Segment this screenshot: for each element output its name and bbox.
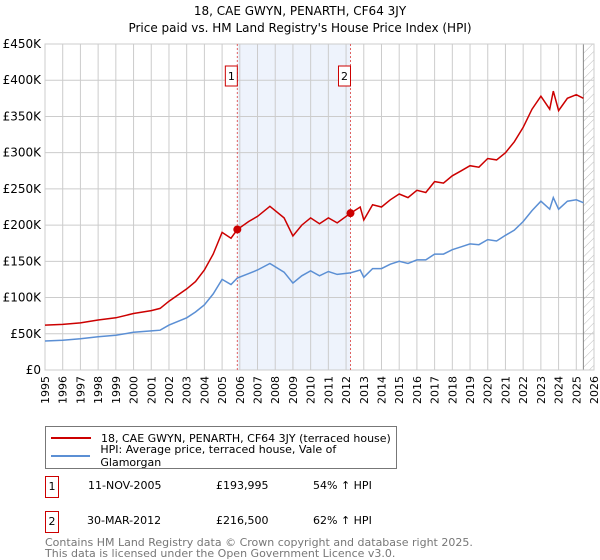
sale-price: £193,995 bbox=[216, 479, 269, 492]
x-tick-label: 2000 bbox=[128, 376, 141, 404]
sale-hpi-delta: 54% ↑ HPI bbox=[313, 479, 372, 492]
sale-row-1: 1 11-NOV-2005 £193,995 54% ↑ HPI bbox=[45, 476, 545, 498]
x-tick-label: 2009 bbox=[287, 376, 300, 404]
sale-point bbox=[233, 225, 242, 234]
x-tick-label: 1998 bbox=[92, 376, 105, 404]
sale-date: 11-NOV-2005 bbox=[88, 479, 162, 492]
chart-title: 18, CAE GWYN, PENARTH, CF64 3JY bbox=[193, 4, 407, 18]
x-tick-label: 2017 bbox=[429, 376, 442, 404]
x-tick-label: 1996 bbox=[57, 376, 70, 404]
sale-date: 30-MAR-2012 bbox=[87, 514, 162, 527]
sale-marker-box bbox=[337, 65, 351, 87]
x-tick-label: 2024 bbox=[553, 376, 566, 404]
y-tick-label: £400K bbox=[3, 73, 43, 87]
x-tick-label: 2004 bbox=[198, 376, 211, 404]
x-tick-label: 1999 bbox=[110, 376, 123, 404]
ownership-period-shade bbox=[237, 44, 351, 370]
y-tick-label: £450K bbox=[3, 37, 43, 51]
x-tick-label: 2003 bbox=[181, 376, 194, 404]
x-tick-label: 1995 bbox=[39, 376, 52, 404]
x-tick-label: 2015 bbox=[393, 376, 406, 404]
x-tick-label: 2002 bbox=[163, 376, 176, 404]
y-tick-label: £250K bbox=[3, 182, 43, 196]
x-tick-label: 1997 bbox=[74, 376, 87, 404]
plot-frame bbox=[44, 43, 595, 371]
price-chart: £0 £50K £100K £150K £200K £250K £300K £350K £400… bbox=[3, 37, 600, 404]
hpi-line bbox=[44, 195, 584, 342]
y-tick-label: £0 bbox=[26, 363, 41, 377]
x-tick-label: 2025 bbox=[570, 376, 583, 404]
sale-row-2: 2 30-MAR-2012 £216,500 62% ↑ HPI bbox=[45, 511, 545, 533]
y-tick-label: £100K bbox=[3, 291, 43, 305]
x-tick-label: 2001 bbox=[145, 376, 158, 404]
x-tick-label: 2007 bbox=[252, 376, 265, 404]
x-tick-label: 2013 bbox=[358, 376, 371, 404]
sale-badge: 1 bbox=[45, 476, 59, 498]
chart-subtitle: Price paid vs. HM Land Registry's House … bbox=[128, 21, 472, 35]
legend-label-hpi: HPI: Average price, terraced house, Vale… bbox=[100, 443, 337, 469]
x-tick-label: 2019 bbox=[464, 376, 477, 404]
sale-marker-label: 2 bbox=[341, 70, 348, 83]
legend-item-hpi: HPI: Average price, terraced house, Vale… bbox=[51, 443, 396, 469]
sale-marker-label: 1 bbox=[228, 70, 235, 83]
y-tick-label: £300K bbox=[3, 146, 43, 160]
sale-marker-box bbox=[224, 65, 238, 87]
sale-badge: 2 bbox=[45, 511, 59, 533]
sale-hpi-delta: 62% ↑ HPI bbox=[313, 514, 372, 527]
x-tick-label: 2012 bbox=[340, 376, 353, 404]
x-tick-label: 2020 bbox=[482, 376, 495, 404]
legend-item-property: 18, CAE GWYN, PENARTH, CF64 3JY (terrace… bbox=[51, 430, 391, 446]
property-price-line bbox=[44, 90, 584, 326]
sale-point bbox=[346, 209, 355, 218]
legend-swatch-hpi bbox=[51, 455, 91, 457]
future-hatch bbox=[583, 44, 594, 370]
x-tick-label: 2021 bbox=[499, 376, 512, 404]
y-tick-label: £200K bbox=[3, 218, 43, 232]
y-tick-label: £50K bbox=[10, 327, 42, 341]
x-tick-label: 2014 bbox=[375, 376, 388, 404]
y-tick-label: £350K bbox=[3, 109, 43, 123]
x-tick-label: 2022 bbox=[517, 376, 530, 404]
legend: 18, CAE GWYN, PENARTH, CF64 3JY (terrace… bbox=[45, 426, 397, 469]
x-tick-label: 2005 bbox=[216, 376, 229, 404]
footer-copyright: Contains HM Land Registry data © Crown c… bbox=[45, 536, 473, 549]
x-tick-label: 2018 bbox=[446, 376, 459, 404]
x-tick-label: 2026 bbox=[588, 376, 600, 404]
y-tick-label: £150K bbox=[3, 254, 43, 268]
legend-swatch-property bbox=[51, 437, 91, 439]
x-tick-label: 2023 bbox=[535, 376, 548, 404]
legend-label-property: 18, CAE GWYN, PENARTH, CF64 3JY (terrace… bbox=[101, 431, 391, 445]
x-tick-label: 2008 bbox=[269, 376, 282, 404]
x-tick-label: 2010 bbox=[305, 376, 318, 404]
x-tick-label: 2016 bbox=[411, 376, 424, 404]
footer-licence: This data is licensed under the Open Gov… bbox=[45, 547, 396, 560]
sale-price: £216,500 bbox=[216, 514, 269, 527]
x-tick-label: 2006 bbox=[234, 376, 247, 404]
x-tick-label: 2011 bbox=[322, 376, 335, 404]
